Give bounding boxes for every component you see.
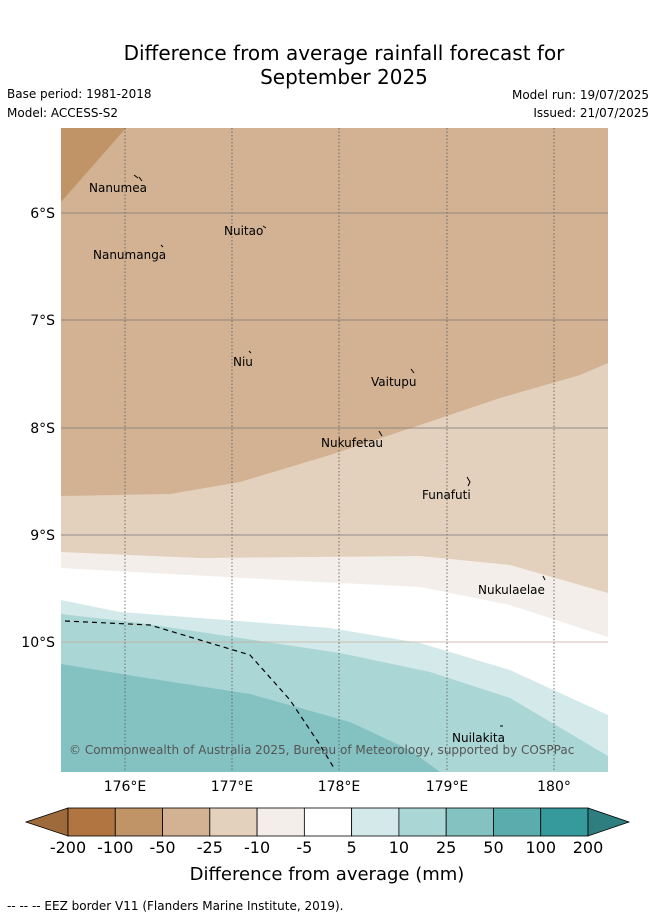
colorbar-swatch [540,807,589,837]
colorbar-swatch [445,807,494,837]
colorbar-tick-label: 50 [483,838,503,857]
title-line-2: September 2025 [260,65,428,89]
colorbar-tick-label: 100 [525,838,556,857]
colorbar-tick-label: -25 [197,838,223,857]
model-name: Model: ACCESS-S2 [7,106,119,120]
colorbar-swatch [209,807,258,837]
colorbar-tick-label: 10 [389,838,409,857]
eez-border [64,620,335,769]
lat-tick-label: 8°S [30,421,55,437]
model-run: Model run: 19/07/2025 [511,88,649,102]
eez-footnote: -- -- -- EEZ border V11 (Flanders Marine… [7,899,344,913]
issued-date: Issued: 21/07/2025 [533,106,649,120]
copyright-notice: © Commonwealth of Australia 2025, Bureau… [69,743,574,757]
map-title: Difference from average rainfall forecas… [0,41,655,89]
colorbar-label: Difference from average (mm) [190,864,465,885]
lon-tick-label: 177°E [211,779,254,795]
islands [133,174,546,727]
colorbar-tick-label: 25 [436,838,456,857]
band-25-50 [61,664,440,772]
island-nuitao-shape [262,225,267,229]
place-label: Vaitupu [371,375,417,389]
colorbar-swatch [303,807,353,837]
colorbar-swatch [162,807,211,837]
place-label: Niu [233,355,253,369]
lon-tick-label: 179°E [426,779,469,795]
place-label: Funafuti [422,488,471,502]
colorbar-tick-label: -5 [296,838,312,857]
place-label: Nanumea [89,181,147,195]
longitude-lines [124,128,555,772]
colorbar-tick-label: -50 [149,838,175,857]
place-label: Nuitao [224,224,263,238]
colorbar-tick-label: 5 [347,838,357,857]
colorbar-swatch [114,807,163,837]
base-period: Base period: 1981-2018 [7,87,152,101]
island-funafuti-shape [466,476,471,487]
lat-tick-label: 9°S [30,528,55,544]
lat-tick-label: 6°S [30,206,55,222]
place-label: Nanumanga [93,248,166,262]
colorbar-extend-low [24,807,69,837]
colorbar-tick-label: -10 [244,838,270,857]
colorbar-tick-label: -200 [50,838,86,857]
place-label: Nukulaelae [478,583,545,597]
band-minus50-minus25 [61,128,608,496]
lon-tick-label: 178°E [318,779,361,795]
colorbar-swatch [256,807,305,837]
band-minus100-minus50 [61,128,126,202]
island-niu-shape [248,350,252,354]
island-nukufetau-shape [378,430,383,437]
colorbar-swatch [398,807,447,837]
lat-tick-label: 7°S [30,313,55,329]
colorbar-swatch [351,807,400,837]
colorbar-swatch [493,807,542,837]
place-label: Nukufetau [321,436,383,450]
island-nanumea-shape [133,174,143,182]
colorbar-swatch [67,807,116,837]
colorbar-tick-label: 200 [573,838,604,857]
colorbar-tick-label: -100 [97,838,133,857]
lon-tick-label: 176°E [104,779,147,795]
colorbar: -200 -100 -50 -25 -10 -5 5 10 25 50 100 200 [24,807,631,857]
title-line-1: Difference from average rainfall forecas… [123,41,565,65]
lat-tick-label: 10°S [21,635,55,651]
latitude-lines [61,212,608,643]
colorbar-extend-high [587,807,631,837]
place-label: Nuilakita [452,731,505,745]
island-vaitupu-shape [410,368,415,374]
island-nanumanga-shape [160,244,164,248]
island-nukulaelae-shape [542,575,546,581]
lon-tick-label: 180° [537,779,571,795]
